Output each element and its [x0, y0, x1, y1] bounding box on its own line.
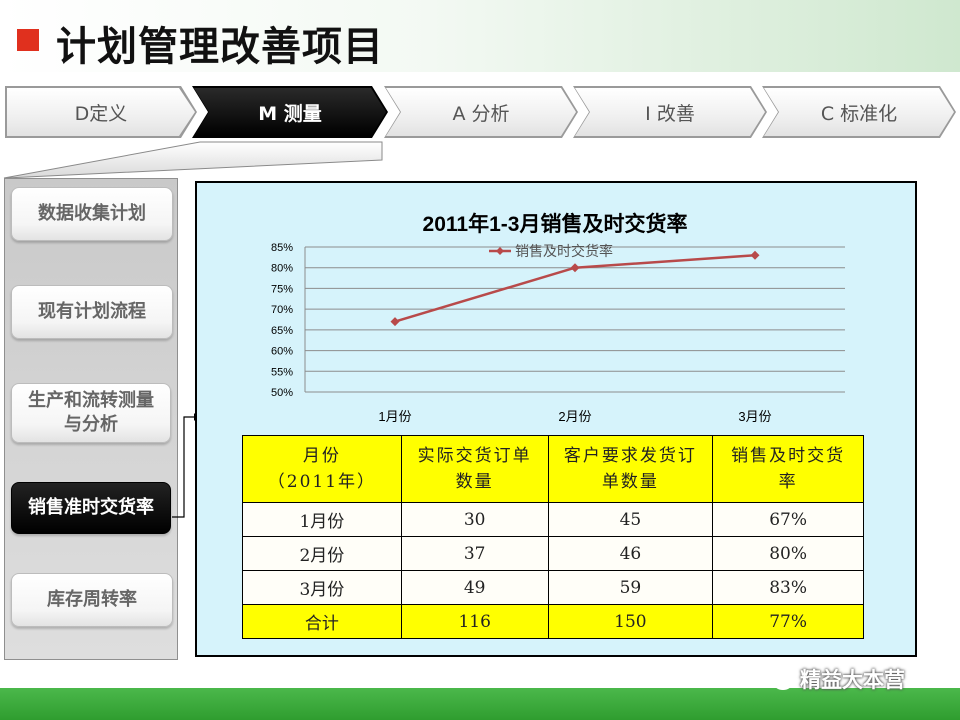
x-tick-label: 2月份 [558, 409, 591, 424]
table-cell: 3月份 [242, 570, 402, 605]
step-control[interactable]: C 标准化 [762, 86, 956, 138]
table-cell: 67% [712, 502, 864, 537]
y-tick-label: 85% [271, 242, 293, 254]
y-tick-label: 60% [271, 346, 293, 358]
y-tick-label: 75% [271, 283, 293, 295]
header-banner: 计划管理改善项目 [0, 0, 960, 72]
data-point [750, 250, 760, 260]
step-label: D定义 [74, 102, 128, 125]
step-measure[interactable]: M 测量 [192, 86, 388, 138]
table-cell: 49 [400, 570, 549, 605]
watermark-text: 精益大本营 [800, 668, 905, 692]
sidebar-item-label: 库存周转率 [47, 589, 137, 610]
table-total-row: 合计 116 150 77% [242, 604, 864, 639]
step-improve[interactable]: I 改善 [573, 86, 767, 138]
table-cell: 37 [400, 536, 549, 571]
table-cell: 83% [712, 570, 864, 605]
table-row: 1月份 30 45 67% [242, 502, 864, 537]
dmaic-step-bar: D定义 M 测量 A 分析 I 改善 C 标准化 [0, 84, 960, 142]
legend-marker-icon [496, 247, 504, 255]
data-point [390, 317, 400, 327]
table-cell: 45 [547, 502, 714, 537]
step-analyze[interactable]: A 分析 [384, 86, 578, 138]
table-cell: 80% [712, 536, 864, 571]
table-cell: 150 [547, 604, 714, 639]
step-label: A 分析 [452, 102, 510, 125]
table-cell: 116 [400, 604, 549, 639]
sidebar-item-data-collection-plan[interactable]: 数据收集计划 [11, 187, 173, 241]
table-cell: 46 [547, 536, 714, 571]
table-cell: 30 [400, 502, 549, 537]
table-cell: 2月份 [242, 536, 402, 571]
sidebar-item-label: 生产和流转测量与分析 [28, 390, 154, 435]
chart-x-axis: 1月份 2月份 3月份 [378, 409, 771, 424]
table-cell: 59 [547, 570, 714, 605]
sidebar-item-inventory-turnover[interactable]: 库存周转率 [11, 573, 173, 627]
page-title: 计划管理改善项目 [56, 24, 384, 70]
sidebar-item-label: 销售准时交货率 [28, 497, 154, 518]
step-label: C 标准化 [820, 102, 898, 125]
y-tick-label: 70% [271, 304, 293, 316]
footer-bar [0, 688, 960, 720]
x-tick-label: 1月份 [378, 409, 411, 424]
y-tick-label: 80% [271, 263, 293, 275]
sidebar-item-sales-ontime-delivery[interactable]: 销售准时交货率 [11, 482, 171, 534]
sidebar-item-production-measurement[interactable]: 生产和流转测量与分析 [11, 383, 171, 443]
line-chart: 2011年1-3月销售及时交货率 50% 55% 60% 65% 70% 75% 80% 85… [271, 212, 845, 424]
chart-title: 2011年1-3月销售及时交货率 [423, 212, 688, 236]
delivery-rate-table: 月份 （2011年） 实际交货订单 数量 客户要求发货订 单数量 销售及时交货率 1月… [242, 435, 864, 639]
step-label: M 测量 [258, 102, 322, 125]
chart-y-axis: 50% 55% 60% 65% 70% 75% 80% 85% [271, 242, 293, 399]
sidebar-item-label: 数据收集计划 [38, 203, 146, 224]
table-header-row: 月份 （2011年） 实际交货订单 数量 客户要求发货订 单数量 销售及时交货率 [242, 435, 864, 503]
chart-series [390, 250, 760, 327]
header-actual-orders: 实际交货订单 数量 [400, 435, 549, 503]
chart-legend: 销售及时交货率 [489, 243, 613, 259]
watermark: 精益大本营 [762, 664, 905, 694]
table-cell: 1月份 [242, 502, 402, 537]
data-point [570, 263, 580, 273]
step-label: I 改善 [645, 102, 695, 125]
wechat-icon [763, 668, 793, 690]
title-bullet-icon [17, 29, 39, 51]
x-tick-label: 3月份 [738, 409, 771, 424]
step-funnel-connector [3, 141, 383, 179]
sidebar-item-current-plan-process[interactable]: 现有计划流程 [11, 285, 173, 339]
y-tick-label: 65% [271, 325, 293, 337]
sidebar-item-label: 现有计划流程 [38, 301, 146, 322]
step-define[interactable]: D定义 [5, 86, 197, 138]
header-required-orders: 客户要求发货订 单数量 [547, 435, 714, 503]
y-tick-label: 50% [271, 387, 293, 399]
sidebar: 数据收集计划 现有计划流程 生产和流转测量与分析 销售准时交货率 库存周转率 [4, 178, 178, 660]
table-row: 2月份 37 46 80% [242, 536, 864, 571]
header-month: 月份 （2011年） [242, 435, 402, 503]
table-row: 3月份 49 59 83% [242, 570, 864, 605]
y-tick-label: 55% [271, 366, 293, 378]
legend-label: 销售及时交货率 [515, 243, 613, 259]
content-panel: 2011年1-3月销售及时交货率 50% 55% 60% 65% 70% 75% 80% 85… [195, 181, 917, 657]
table-cell: 77% [712, 604, 864, 639]
table-cell: 合计 [242, 604, 402, 639]
header-delivery-rate: 销售及时交货率 [712, 435, 864, 503]
